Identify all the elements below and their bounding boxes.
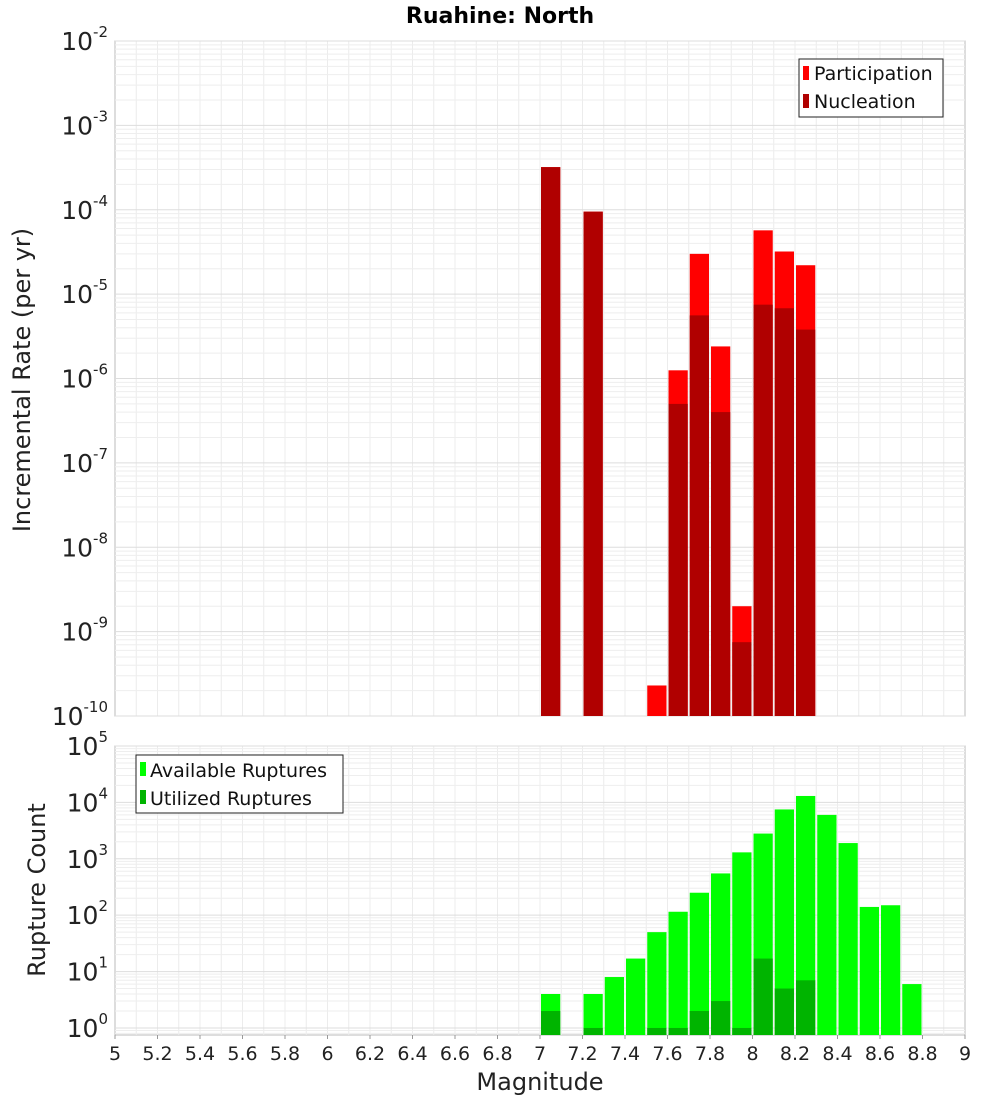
legend-participation-label: Participation [814, 63, 933, 85]
top-legend-box [798, 58, 944, 118]
x-tick-label: 7.6 [652, 1043, 682, 1065]
legend-utilized-swatch [140, 790, 146, 804]
y-tick-label: 10-4 [61, 192, 108, 225]
legend-available-swatch [140, 762, 146, 776]
rate-bar-inner [711, 412, 731, 716]
bottom-y-axis-label: Rupture Count [23, 803, 51, 977]
x-tick-label: 5 [109, 1043, 121, 1065]
count-bar-inner [753, 958, 773, 1035]
x-tick-label: 8 [746, 1043, 758, 1065]
y-tick-label: 10-3 [61, 107, 108, 140]
x-tick-label: 5.2 [142, 1043, 172, 1065]
count-bar-outer [711, 873, 731, 1035]
y-tick-label: 10-10 [52, 698, 108, 731]
legend-nucleation-label: Nucleation [814, 91, 916, 113]
x-tick-label: 5.8 [270, 1043, 300, 1065]
rate-bar-outer [647, 685, 667, 716]
y-tick-label: 10-2 [61, 23, 108, 56]
bottom-y-tick-labels: 100 101 102 103 104 105 [67, 728, 108, 1043]
count-bar-inner [774, 988, 794, 1035]
chart-title: Ruahine: North [406, 4, 594, 29]
y-tick-label: 10-5 [61, 276, 108, 309]
x-tick-label: 7.8 [695, 1043, 725, 1065]
x-axis-label: Magnitude [476, 1068, 603, 1096]
x-tick-label: 6 [321, 1043, 333, 1065]
x-tick-label: 6.8 [482, 1043, 512, 1065]
rate-bar-inner [668, 403, 688, 716]
rate-bar-inner [732, 642, 752, 716]
top-legend: Participation Nucleation [798, 58, 944, 118]
y-tick-label: 101 [67, 954, 108, 987]
count-bar-outer [796, 795, 816, 1035]
top-y-tick-labels: 10-10 10-9 10-8 10-7 10-6 10-5 10-4 10-3 10-2 [52, 23, 108, 731]
x-tick-label: 5.6 [227, 1043, 257, 1065]
y-tick-label: 10-8 [61, 529, 108, 562]
x-tick-label: 9 [959, 1043, 971, 1065]
y-tick-label: 10-7 [61, 445, 108, 478]
y-tick-label: 10-6 [61, 361, 108, 394]
rate-bar-inner [753, 304, 773, 716]
count-bar-outer [774, 809, 794, 1035]
top-y-axis-label: Incremental Rate (per yr) [8, 228, 36, 532]
count-bar-inner [541, 1010, 561, 1035]
legend-nucleation-swatch [803, 94, 809, 108]
legend-participation-swatch [803, 66, 809, 80]
count-bar-outer [817, 814, 837, 1035]
count-bar-outer [881, 905, 901, 1035]
count-bar-outer [647, 932, 667, 1035]
count-bar-inner [689, 1010, 709, 1035]
count-bar-outer [902, 984, 922, 1035]
rate-bar-inner [689, 315, 709, 716]
top-bars [541, 167, 816, 716]
rate-bar-inner [774, 308, 794, 716]
y-tick-label: 104 [67, 784, 108, 817]
x-tick-label: 8.4 [822, 1043, 852, 1065]
count-bar-outer [732, 852, 752, 1035]
bottom-bars [541, 795, 922, 1035]
rate-bar-inner [796, 329, 816, 716]
count-bar-inner [668, 1027, 688, 1035]
y-tick-label: 105 [67, 728, 108, 761]
count-bar-inner [711, 1001, 731, 1035]
top-gridlines [115, 40, 965, 717]
bottom-legend: Available Ruptures Utilized Ruptures [135, 754, 344, 814]
x-tick-label: 7 [534, 1043, 546, 1065]
x-tick-label: 5.4 [185, 1043, 215, 1065]
count-bar-inner [647, 1027, 667, 1035]
count-bar-outer [604, 977, 624, 1035]
x-tick-label: 6.6 [440, 1043, 470, 1065]
count-bar-outer [583, 994, 603, 1035]
bottom-legend-box [135, 754, 344, 814]
incremental-rate-panel: 10-10 10-9 10-8 10-7 10-6 10-5 10-4 10-3 10-2 In… [8, 23, 966, 731]
x-tick-labels: 5 5.2 5.4 5.6 5.8 6 6.2 6.4 6.6 6.8 7 7.2 7.4 7.6 7.8 8… [109, 1035, 971, 1065]
x-tick-label: 6.4 [397, 1043, 427, 1065]
count-bar-outer [689, 892, 709, 1035]
legend-utilized-label: Utilized Ruptures [150, 788, 312, 810]
y-tick-label: 10-9 [61, 614, 108, 647]
count-bar-outer [838, 843, 858, 1035]
count-bar-inner [732, 1027, 752, 1035]
x-tick-label: 8.2 [780, 1043, 810, 1065]
y-tick-label: 103 [67, 841, 108, 874]
count-bar-outer [859, 906, 879, 1035]
x-tick-label: 7.2 [567, 1043, 597, 1065]
count-bar-inner [583, 1027, 603, 1035]
x-tick-label: 8.6 [865, 1043, 895, 1065]
x-tick-label: 8.8 [907, 1043, 937, 1065]
rate-bar-inner [583, 211, 603, 716]
count-bar-outer [626, 958, 646, 1035]
rupture-count-panel: 100 101 102 103 104 105 5 5.2 5.4 5.6 5.8 6 6.2 6.4 6… [23, 728, 971, 1096]
legend-available-label: Available Ruptures [150, 760, 327, 782]
count-bar-inner [796, 980, 816, 1035]
count-bar-outer [668, 911, 688, 1035]
x-tick-label: 7.4 [610, 1043, 640, 1065]
rate-bar-inner [541, 167, 561, 716]
x-tick-label: 6.2 [355, 1043, 385, 1065]
y-tick-label: 100 [67, 1010, 108, 1043]
y-tick-label: 102 [67, 897, 108, 930]
